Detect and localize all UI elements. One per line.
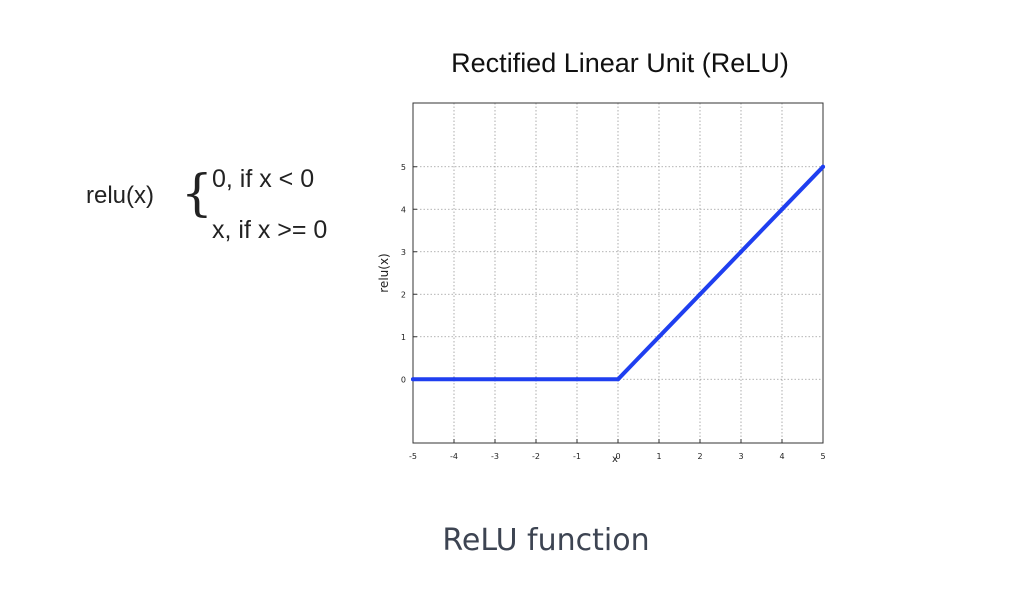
y-tick-label: 3 [401, 248, 406, 257]
data-point [616, 377, 620, 382]
formula-lhs: relu(x) [86, 182, 155, 209]
y-tick-label: 0 [401, 375, 406, 384]
x-tick-label: 4 [779, 452, 784, 461]
data-point [411, 377, 415, 382]
axis-ticks: -5 -4 -3 -2 -1 0 1 2 3 4 5 0 1 2 3 4 5 [401, 163, 826, 461]
chart-svg: Rectified Linear Unit (ReLU) -5 -4 -3 -2 -1 0… [377, 48, 826, 465]
x-tick-label: 5 [820, 452, 825, 461]
y-tick-label: 2 [401, 290, 406, 299]
x-tick-label: -2 [532, 452, 540, 461]
y-tick-label: 4 [401, 205, 406, 214]
data-point [657, 334, 661, 339]
relu-formula: relu(x) { 0, if x < 0 x, if x >= 0 [0, 0, 380, 280]
series-layer [411, 164, 825, 382]
x-tick-label: -3 [491, 452, 499, 461]
plot-frame [412, 102, 824, 444]
data-point [698, 292, 702, 297]
formula-brace: { [181, 164, 213, 222]
x-tick-label: 1 [656, 452, 661, 461]
formula-case-nonnegative: x, if x >= 0 [212, 216, 328, 244]
x-tick-label: 2 [697, 452, 702, 461]
chart-title: Rectified Linear Unit (ReLU) [451, 48, 789, 78]
x-tick-label: -1 [573, 452, 581, 461]
data-point [452, 377, 456, 382]
data-point [739, 249, 743, 254]
data-point [780, 207, 784, 212]
figure-caption: ReLU function [442, 523, 650, 558]
x-tick-label: 3 [738, 452, 743, 461]
data-point [493, 377, 497, 382]
y-axis-label: relu(x) [377, 253, 391, 292]
x-tick-label: -4 [450, 452, 458, 461]
x-tick-label: -5 [409, 452, 417, 461]
data-point [575, 377, 579, 382]
relu-chart: Rectified Linear Unit (ReLU) -5 -4 -3 -2 -1 0… [370, 30, 850, 480]
data-point [534, 377, 538, 382]
grid-lines [413, 103, 823, 443]
x-axis-label: x [612, 454, 618, 465]
y-tick-label: 1 [401, 333, 406, 342]
formula-case-negative: 0, if x < 0 [212, 165, 315, 193]
x-tick-label: 0 [615, 452, 620, 461]
y-tick-label: 5 [401, 163, 406, 172]
data-point [821, 164, 825, 169]
